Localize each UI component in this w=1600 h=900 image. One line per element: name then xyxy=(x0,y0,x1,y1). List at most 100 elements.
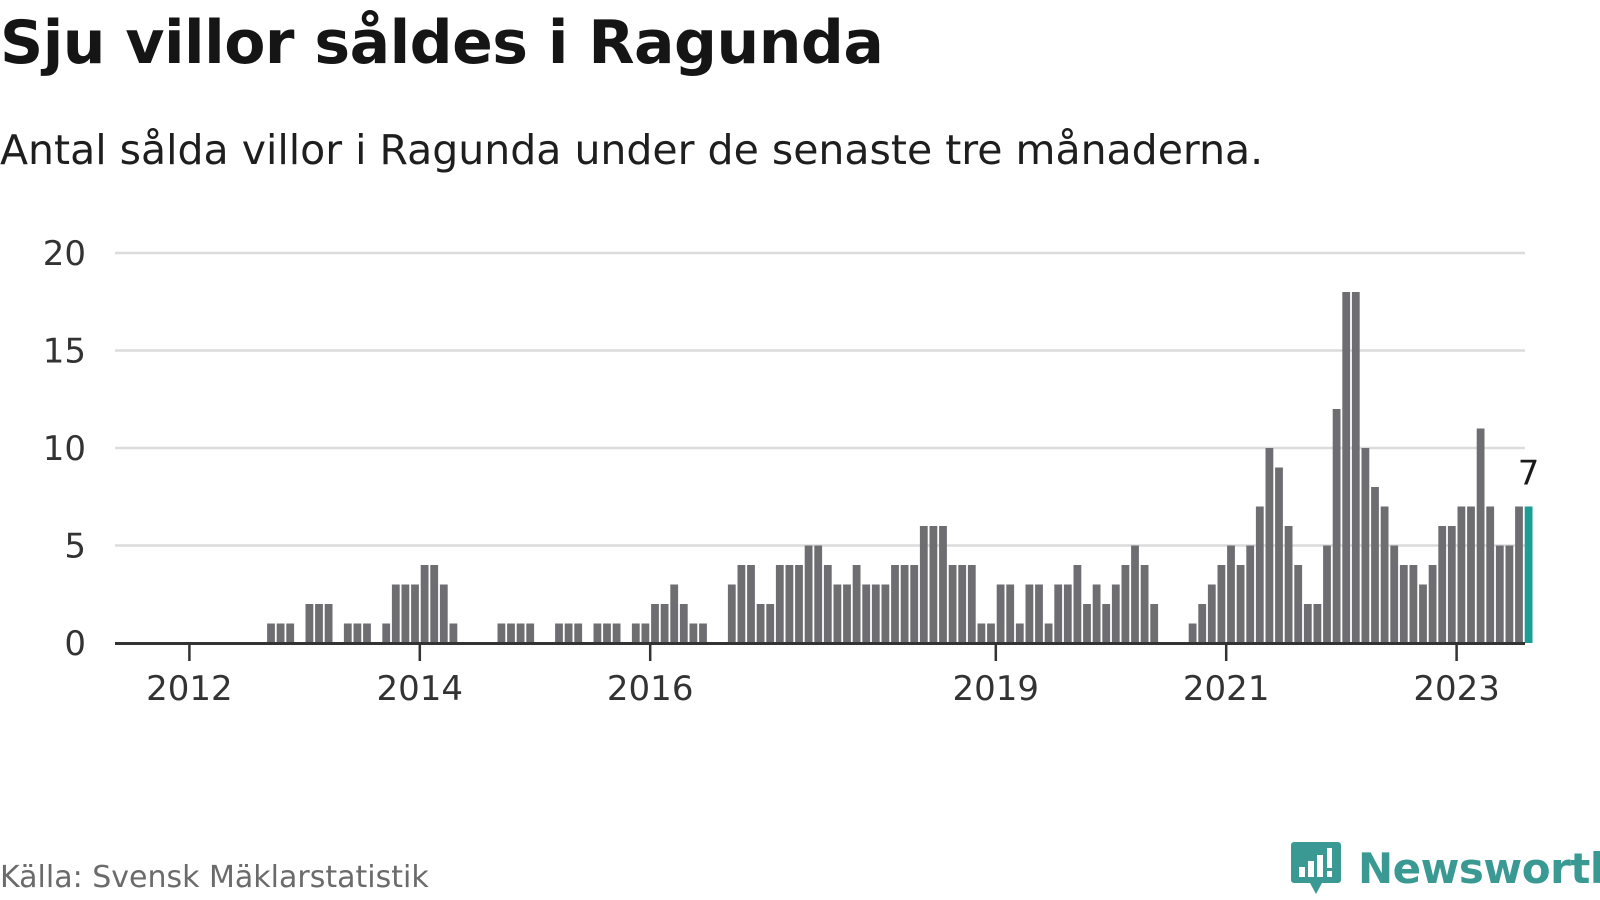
bar xyxy=(1380,506,1389,643)
bar xyxy=(1515,506,1523,643)
bar xyxy=(1438,526,1447,643)
x-tick-label: 2019 xyxy=(953,669,1040,709)
bar xyxy=(651,604,659,643)
bar xyxy=(737,565,746,643)
bar xyxy=(526,623,535,643)
bar xyxy=(775,565,784,643)
source-note: Källa: Svensk Mäklarstatistik xyxy=(0,860,429,895)
bar xyxy=(1332,409,1341,643)
bar xyxy=(1246,545,1255,643)
x-axis: 2012 2014 2016 2019 2021 2023 xyxy=(115,642,1525,709)
bar xyxy=(1361,448,1370,643)
bar xyxy=(833,584,842,643)
bar xyxy=(958,565,967,643)
bar xyxy=(910,565,919,643)
chart-bars-icon xyxy=(1291,842,1341,894)
bar xyxy=(1188,623,1197,643)
bar xyxy=(603,623,611,643)
bar xyxy=(814,545,823,643)
bar xyxy=(1044,623,1053,643)
bar xyxy=(593,623,602,643)
bar xyxy=(1207,584,1216,643)
bar xyxy=(305,604,314,643)
bar xyxy=(1505,545,1514,643)
bar xyxy=(1342,292,1351,643)
bar xyxy=(1217,565,1226,643)
bar xyxy=(324,604,333,643)
bar xyxy=(689,623,698,643)
bar xyxy=(1409,565,1418,643)
bar xyxy=(420,565,429,643)
bar xyxy=(987,623,995,643)
bar xyxy=(286,623,295,643)
bar xyxy=(343,623,352,643)
bar xyxy=(1073,565,1082,643)
brand-logo: Newsworthy xyxy=(1290,840,1600,896)
bar xyxy=(382,623,391,643)
bar xyxy=(612,623,621,643)
bar xyxy=(1313,604,1322,643)
bar xyxy=(670,584,679,643)
y-tick-label: 20 xyxy=(43,234,86,274)
bar xyxy=(699,623,707,643)
data-labels: 7 xyxy=(1518,454,1540,494)
y-tick-label: 15 xyxy=(43,332,86,372)
bar xyxy=(411,584,419,643)
bar xyxy=(363,623,371,643)
x-tick-label: 2016 xyxy=(607,669,694,709)
bar xyxy=(756,604,765,643)
bar xyxy=(1265,448,1274,643)
bar xyxy=(555,623,563,643)
bar xyxy=(449,623,458,643)
bar xyxy=(1284,526,1293,643)
bar xyxy=(823,565,832,643)
bar xyxy=(1255,506,1264,643)
bar xyxy=(497,623,506,643)
bar xyxy=(1054,584,1063,643)
bar xyxy=(1303,604,1312,643)
gridlines xyxy=(115,251,1525,547)
bar xyxy=(862,584,871,643)
bar xyxy=(401,584,410,643)
bar xyxy=(1476,428,1485,643)
bar xyxy=(1495,545,1504,643)
bar xyxy=(996,584,1005,643)
bar-chart: 0 5 10 15 20 2012 2014 2016 2019 2021 2023 7 xyxy=(43,234,1540,709)
bar xyxy=(1111,584,1120,643)
bar xyxy=(574,623,583,643)
bar xyxy=(1467,506,1475,643)
x-tick-label: 2014 xyxy=(377,669,464,709)
bar xyxy=(439,584,448,643)
bar xyxy=(843,584,851,643)
bar xyxy=(1131,545,1139,643)
bar xyxy=(660,604,669,643)
bar xyxy=(1486,506,1495,643)
bar xyxy=(1035,584,1043,643)
chart-title: Sju villor såldes i Ragunda xyxy=(0,8,884,78)
bar xyxy=(804,545,813,643)
bar xyxy=(1140,565,1149,643)
bar xyxy=(977,623,986,643)
bar xyxy=(871,584,880,643)
bar xyxy=(631,623,640,643)
y-tick-label: 5 xyxy=(64,527,86,567)
bar xyxy=(1227,545,1235,643)
bar xyxy=(1236,565,1245,643)
bar xyxy=(900,565,909,643)
bar xyxy=(1457,506,1466,643)
x-tick-label: 2012 xyxy=(146,669,233,709)
bar xyxy=(948,565,957,643)
bar xyxy=(1428,565,1437,643)
bar xyxy=(1015,623,1024,643)
bar xyxy=(939,526,947,643)
bar xyxy=(1025,584,1034,643)
bar xyxy=(641,623,650,643)
bar xyxy=(852,565,861,643)
bar xyxy=(276,623,285,643)
bar xyxy=(1150,604,1159,643)
bar xyxy=(1390,545,1399,643)
bar xyxy=(766,604,775,643)
bar xyxy=(1294,565,1303,643)
bar xyxy=(391,584,400,643)
chart-subtitle: Antal sålda villor i Ragunda under de se… xyxy=(0,126,1264,174)
